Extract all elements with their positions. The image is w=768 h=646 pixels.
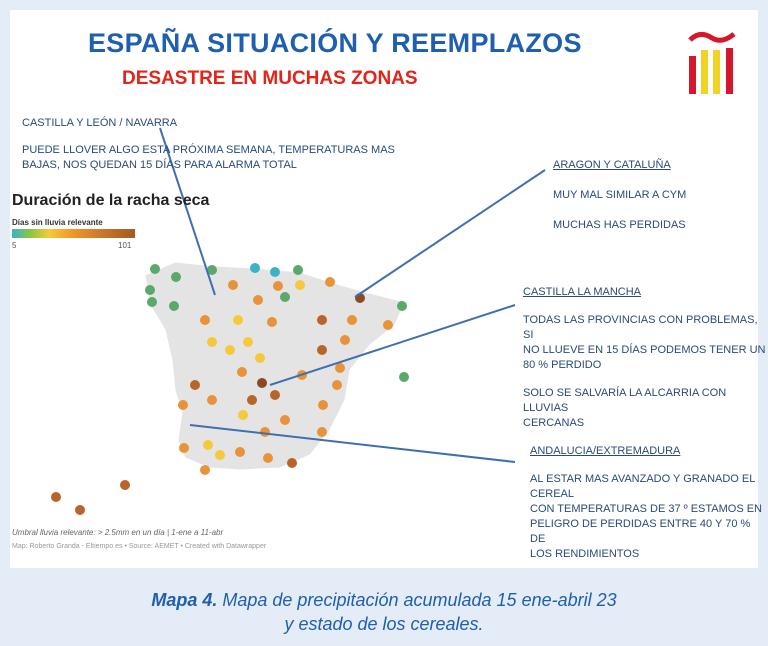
note-line: SOLO SE SALVARÍA LA ALCARRIA CON LLUVIAS [523, 387, 727, 414]
station-dot [200, 465, 210, 475]
note-line: LOS RENDIMIENTOS [530, 548, 640, 560]
station-dot [228, 280, 238, 290]
note-line: CON TEMPERATURAS DE 37 º ESTAMOS EN [530, 503, 763, 515]
station-dot [178, 400, 188, 410]
page-title: ESPAÑA SITUACIÓN Y REEMPLAZOS [88, 28, 582, 58]
station-dot [75, 505, 85, 515]
note-heading: CASTILLA Y LEÓN / NAVARRA [22, 117, 178, 129]
station-dot [318, 400, 328, 410]
station-dot [207, 337, 217, 347]
station-dot [215, 450, 225, 460]
note-andalucia: ANDALUCIA/EXTREMADURA AL ESTAR MAS AVANZ… [530, 444, 768, 562]
station-dot [399, 372, 409, 382]
station-dot [255, 353, 265, 363]
station-dot [257, 378, 267, 388]
station-dot [147, 297, 157, 307]
arrow-castilla-leon [159, 127, 216, 296]
figure-caption: Mapa 4. Mapa de precipitación acumulada … [0, 588, 768, 636]
station-dot [295, 280, 305, 290]
station-dot [332, 380, 342, 390]
station-dot [325, 277, 335, 287]
note-heading: CASTILLA LA MANCHA [523, 286, 641, 298]
note-castilla-leon: CASTILLA Y LEÓN / NAVARRA PUEDE LLOVER A… [22, 116, 395, 173]
station-dot [150, 264, 160, 274]
station-dot [207, 395, 217, 405]
station-dot [317, 315, 327, 325]
station-dot [120, 480, 130, 490]
station-dot [347, 315, 357, 325]
station-dot [340, 335, 350, 345]
station-dot [317, 427, 327, 437]
station-dot [280, 292, 290, 302]
station-dot [145, 285, 155, 295]
note-line: BAJAS, NOS QUEDAN 15 DÍAS PARA ALARMA TO… [22, 159, 297, 171]
caption-line2: y estado de los cereales. [284, 614, 484, 634]
slide [10, 10, 758, 568]
note-heading: ARAGON Y CATALUÑA [553, 159, 671, 171]
station-dot [203, 440, 213, 450]
station-dot [225, 345, 235, 355]
station-dot [233, 315, 243, 325]
station-dot [260, 427, 270, 437]
page-subtitle: DESASTRE EN MUCHAS ZONAS [122, 68, 418, 89]
station-dot [287, 458, 297, 468]
note-line: AL ESTAR MAS AVANZADO Y GRANADO EL [530, 473, 756, 485]
station-dot [263, 453, 273, 463]
legend-label: Días sin lluvia relevante [12, 218, 103, 227]
station-dot [200, 315, 210, 325]
station-dot [171, 272, 181, 282]
arrow-lines [159, 127, 546, 463]
station-dot [243, 337, 253, 347]
arrow-aragon [354, 169, 546, 298]
station-dot [250, 263, 260, 273]
map-footnote: Umbral lluvia relevante: > 2.5mm en un d… [12, 528, 224, 537]
station-dot [169, 301, 179, 311]
station-dot [237, 367, 247, 377]
arrow-castilla-mancha [269, 304, 516, 386]
note-aragon: ARAGON Y CATALUÑA MUY MAL SIMILAR A CYM … [553, 158, 686, 233]
legend-min: 5 [12, 241, 17, 250]
station-dot [238, 410, 248, 420]
station-dot [273, 281, 283, 291]
note-line: MUCHAS HAS PERDIDAS [553, 219, 686, 231]
station-dot [383, 320, 393, 330]
note-line: 80 % PERDIDO [523, 359, 602, 371]
station-dot [179, 443, 189, 453]
legend-color-bar [12, 229, 135, 238]
station-dot [317, 345, 327, 355]
spain-map-outline [144, 261, 406, 471]
note-line: PUEDE LLOVER ALGO ESTA PRÓXIMA SEMANA, T… [22, 144, 395, 156]
note-line: NO LLUEVE EN 15 DÍAS PODEMOS TENER UN [523, 344, 766, 356]
arrow-andalucia [189, 424, 516, 463]
note-castilla-mancha: CASTILLA LA MANCHA TODAS LAS PROVINCIAS … [523, 285, 768, 431]
station-dot [235, 447, 245, 457]
station-dot [190, 380, 200, 390]
station-dot [207, 265, 217, 275]
station-dot [397, 301, 407, 311]
note-line: CERCANAS [523, 417, 585, 429]
station-dot [253, 295, 263, 305]
map-title: Duración de la racha seca [12, 192, 210, 209]
note-line: PELIGRO DE PERDIDAS ENTRE 40 Y 70 % DE [530, 518, 751, 545]
legend-max: 101 [118, 241, 132, 250]
station-dot [270, 267, 280, 277]
note-line: CEREAL [530, 488, 575, 500]
station-dot [247, 395, 257, 405]
note-line: MUY MAL SIMILAR A CYM [553, 189, 687, 201]
station-dot [335, 363, 345, 373]
station-dot [267, 317, 277, 327]
caption-line1: Mapa de precipitación acumulada 15 ene-a… [217, 590, 617, 610]
map-credit: Map: Roberto Granda - Eltiempo.es • Sour… [12, 543, 267, 550]
station-dot [270, 390, 280, 400]
station-dot [51, 492, 61, 502]
note-line: TODAS LAS PROVINCIAS CON PROBLEMAS, SI [523, 314, 758, 341]
station-dot [293, 265, 303, 275]
caption-label: Mapa 4. [151, 590, 218, 610]
station-dot [280, 415, 290, 425]
note-heading: ANDALUCIA/EXTREMADURA [530, 445, 681, 457]
